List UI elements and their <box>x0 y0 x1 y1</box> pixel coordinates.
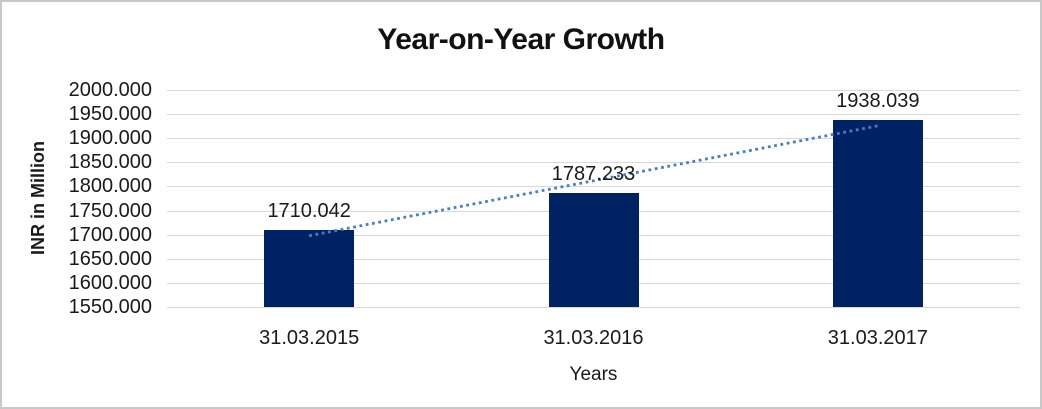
y-axis-tick-label: 1550.000 <box>68 296 152 318</box>
bar-31.03.2017 <box>832 119 923 307</box>
gridline <box>167 90 1020 91</box>
y-axis-tick-label: 1700.000 <box>68 223 152 246</box>
y-axis-tick-label: 1850.000 <box>68 151 152 174</box>
y-axis-tick-label: 1900.000 <box>68 127 152 150</box>
x-axis-tick-label: 31.03.2016 <box>543 327 644 349</box>
plot-area <box>167 90 1020 308</box>
x-axis-tick-label: 31.03.2017 <box>827 327 928 349</box>
y-axis-tick-label: 1800.000 <box>68 175 152 198</box>
x-axis-tick-label: 31.03.2015 <box>259 327 360 349</box>
bar-data-label: 1787.233 <box>551 162 636 185</box>
bar-data-label: 1710.042 <box>267 199 351 222</box>
x-axis-title: Years <box>569 364 618 385</box>
gridline <box>167 138 1020 140</box>
gridline <box>167 186 1020 188</box>
y-axis-tick-label: 1600.000 <box>68 271 152 294</box>
y-axis-tick-label: 1650.000 <box>68 247 152 270</box>
y-axis-tick-label: 1950.000 <box>68 103 152 126</box>
gridline <box>167 307 1020 308</box>
bar-31.03.2015 <box>264 229 355 307</box>
bar-31.03.2016 <box>548 192 639 307</box>
gridline <box>167 162 1020 164</box>
chart-title: Year-on-Year Growth <box>377 23 665 56</box>
y-axis-tick-label: 1750.000 <box>68 199 152 222</box>
trendline-svg <box>308 124 879 238</box>
y-axis-tick-label: 2000.000 <box>68 79 152 101</box>
trendline <box>308 124 879 238</box>
bar-data-label: 1938.039 <box>836 89 920 112</box>
gridline <box>167 114 1020 116</box>
